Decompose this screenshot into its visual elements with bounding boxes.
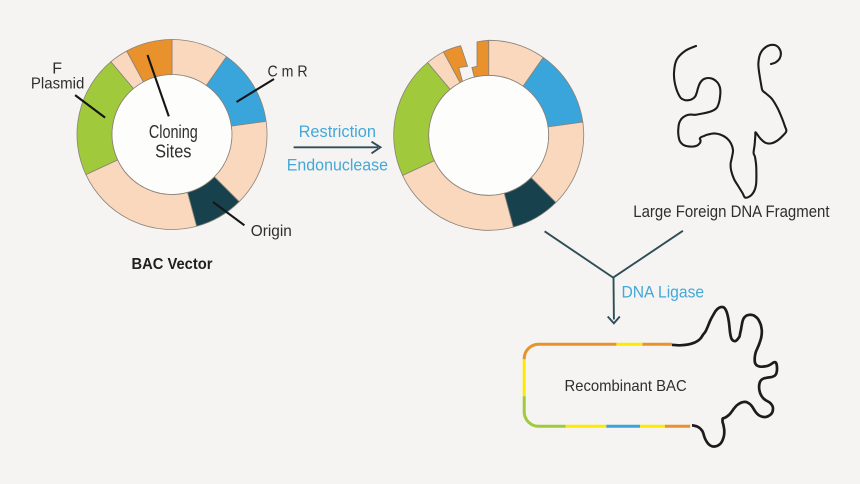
svg-text:DNA Ligase: DNA Ligase [621, 283, 704, 302]
svg-text:Cloning: Cloning [149, 122, 198, 142]
svg-text:Sites: Sites [155, 142, 191, 162]
svg-text:Large Foreign DNA Fragment: Large Foreign DNA Fragment [633, 202, 829, 221]
svg-text:BAC Vector: BAC Vector [132, 256, 213, 273]
svg-text:C m R: C m R [267, 63, 307, 80]
svg-text:Restriction: Restriction [299, 122, 376, 141]
svg-text:Endonuclease: Endonuclease [287, 156, 388, 175]
svg-text:Recombinant BAC: Recombinant BAC [565, 378, 687, 395]
svg-text:Origin: Origin [251, 223, 292, 240]
svg-text:Plasmid: Plasmid [31, 76, 84, 93]
